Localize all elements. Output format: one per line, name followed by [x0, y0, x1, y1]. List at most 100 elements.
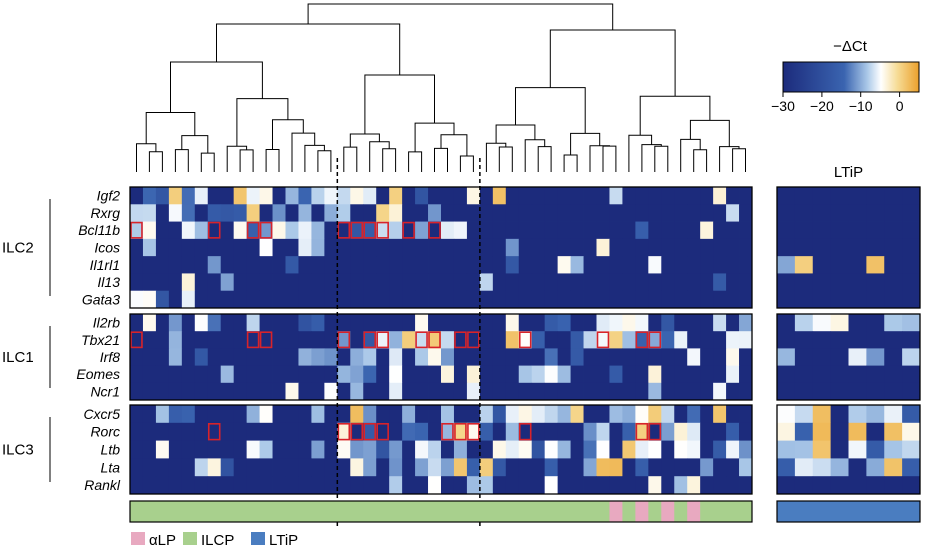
heatmap-cell — [389, 204, 403, 222]
heatmap-cell — [259, 331, 273, 349]
heatmap-cell-ltip — [794, 256, 814, 274]
heatmap-cell — [233, 476, 248, 495]
heatmap-cell — [453, 422, 468, 441]
heatmap-cell — [142, 331, 157, 349]
heatmap-cell — [596, 290, 610, 309]
heatmap-cell — [453, 273, 468, 292]
highlighted-cell — [428, 221, 441, 239]
dendrogram-branch — [291, 132, 316, 172]
heatmap-cell — [259, 314, 273, 332]
heatmap-cell — [181, 238, 196, 257]
heatmap-cell — [155, 331, 170, 349]
heatmap-cell-ltip — [884, 331, 903, 349]
dendrogram-branch — [239, 149, 254, 172]
heatmap-cell — [661, 348, 675, 366]
gene-label: Tbx21 — [81, 332, 120, 348]
heatmap-cell — [453, 238, 468, 257]
heatmap-cell — [661, 238, 675, 257]
heatmap-cell — [298, 440, 312, 459]
dendrogram-branch — [515, 87, 586, 134]
heatmap-cell — [583, 458, 597, 477]
heatmap-cell-ltip — [902, 187, 921, 205]
gene-label: Eomes — [76, 366, 120, 382]
heatmap-cell — [168, 422, 183, 441]
dendrogram-branch — [236, 98, 289, 147]
heatmap-cell-ltip — [830, 331, 849, 349]
heatmap-cell — [194, 476, 209, 495]
dendrogram-branch — [498, 146, 513, 172]
heatmap-cell — [453, 365, 468, 384]
heatmap-cell — [194, 290, 209, 309]
heatmap-cell — [246, 476, 260, 495]
heatmap-cell — [376, 187, 390, 205]
highlighted-cell — [376, 221, 389, 239]
heatmap-cell — [259, 204, 273, 222]
heatmap-cell — [635, 348, 649, 366]
heatmap-cell — [324, 256, 338, 274]
heatmap-cell — [168, 476, 183, 495]
heatmap-cell — [337, 187, 351, 205]
highlighted-cell — [363, 221, 377, 239]
heatmap-cell — [130, 273, 144, 292]
legend-label: αLP — [149, 532, 176, 549]
heatmap-cell — [130, 221, 144, 240]
heatmap-cell — [713, 204, 727, 222]
heatmap-cell-ltip — [777, 422, 796, 441]
heatmap-cell — [726, 331, 740, 349]
heatmap-cell — [142, 290, 157, 309]
heatmap-cell — [726, 440, 740, 459]
heatmap-cell — [453, 348, 468, 366]
gene-label: Irf8 — [100, 349, 120, 365]
heatmap-cell — [466, 331, 481, 349]
heatmap-cell — [298, 221, 312, 240]
cell-type-bar-alpha-lp — [609, 501, 623, 522]
heatmap-cell — [661, 314, 675, 332]
heatmap-cell-ltip — [902, 365, 921, 384]
heatmap-cell — [415, 331, 429, 349]
heatmap-cell — [415, 422, 429, 441]
heatmap-cell — [311, 238, 325, 257]
heatmap-cell — [713, 314, 727, 332]
heatmap-cell — [376, 348, 390, 366]
highlighted-cell — [635, 422, 649, 441]
heatmap-cell — [687, 314, 701, 332]
dendrogram-branch — [495, 124, 536, 144]
gene-label: Rankl — [84, 477, 121, 493]
heatmap-cell — [661, 187, 675, 205]
heatmap-cell — [155, 382, 170, 401]
heatmap-cell — [596, 348, 610, 366]
heatmap-cell-ltip — [812, 221, 832, 240]
heatmap-cell — [739, 405, 753, 424]
heatmap-cell — [726, 204, 740, 222]
heatmap-cell-ltip — [830, 440, 849, 459]
heatmap-cell — [479, 422, 494, 441]
heatmap-cell — [142, 382, 157, 401]
heatmap-cell — [635, 382, 649, 401]
colorbar-title: −ΔCt — [833, 38, 868, 55]
ltip-block-frame — [776, 404, 921, 495]
heatmap-cell — [544, 458, 559, 477]
heatmap-cell — [168, 256, 183, 274]
heatmap-cell — [246, 187, 260, 205]
heatmap-cell-ltip — [866, 238, 885, 257]
heatmap-cell — [700, 314, 714, 332]
heatmap-cell — [674, 314, 688, 332]
heatmap-cell-ltip — [866, 204, 885, 222]
heatmap-cell — [648, 204, 662, 222]
heatmap-cell — [298, 348, 312, 366]
heatmap-cell — [544, 221, 559, 240]
gene-label: Icos — [94, 240, 120, 256]
highlighted-cell — [635, 331, 649, 349]
heatmap-cell-ltip — [812, 348, 832, 366]
heatmap-cell — [570, 331, 584, 349]
heatmap-cell — [570, 440, 584, 459]
heatmap-cell — [596, 256, 610, 274]
highlighted-cell — [376, 422, 389, 441]
heatmap-cell — [376, 422, 390, 441]
heatmap-cell — [194, 331, 209, 349]
heatmap-cell — [531, 440, 546, 459]
heatmap-cell — [713, 382, 727, 401]
heatmap-cell — [428, 238, 442, 257]
heatmap-cell — [622, 440, 636, 459]
